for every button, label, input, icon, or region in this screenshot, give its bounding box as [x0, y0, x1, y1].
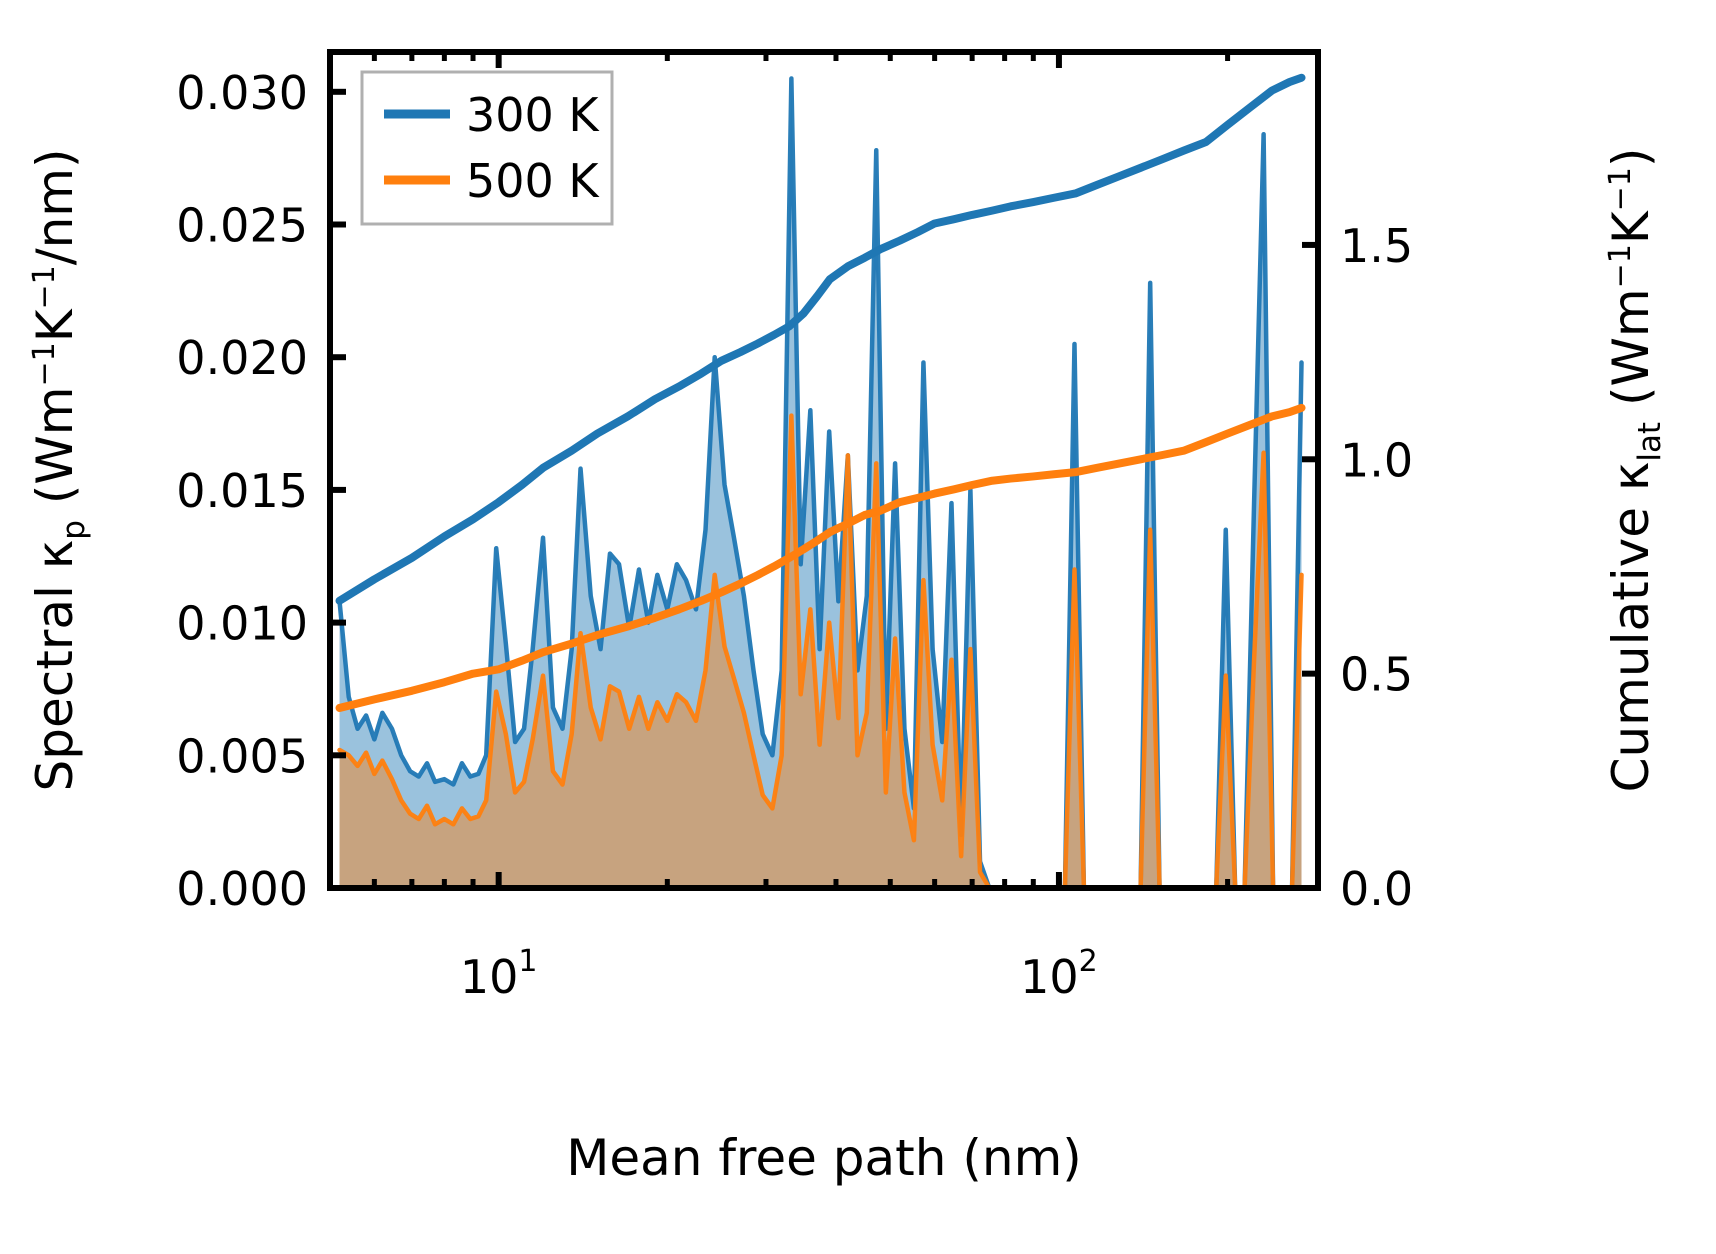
svg-text:Spectral κp (Wm−1K−1/nm): Spectral κp (Wm−1K−1/nm) [26, 148, 92, 791]
xtick-exp-0: 1 [518, 944, 537, 979]
y-axis-right-label: Cumulative κlat (Wm−1K−1) [1602, 148, 1668, 793]
cumulative-line-group [335, 73, 1306, 712]
ytick-right-label-0: 0.0 [1340, 862, 1413, 916]
right-label-unit-close: ) [1602, 148, 1660, 168]
ytick-right-label-2: 1.0 [1340, 433, 1413, 487]
legend-label-0: 300 K [466, 88, 600, 142]
plot-area [335, 73, 1306, 891]
ytick-left-label-5: 0.025 [176, 199, 308, 253]
x-axis-label: Mean free path (nm) [566, 1129, 1082, 1187]
cumulative-line-2 [335, 73, 1306, 605]
ytick-right-label-1: 0.5 [1340, 648, 1413, 702]
axis-tick-labels: 0.000 0.005 0.010 0.015 0.020 0.025 0.030 0.0 0.… [176, 66, 1413, 1004]
plot-border [327, 49, 1321, 891]
axes-frame [327, 49, 1321, 891]
left-label-exp1: −1 [27, 342, 62, 386]
left-label-unit-close: /nm) [26, 148, 84, 265]
legend-frame [360, 70, 614, 226]
right-label-exp2: −1 [1603, 167, 1638, 211]
ytick-left-label-6: 0.030 [176, 66, 308, 120]
left-label-prefix: Spectral κ [26, 540, 84, 792]
right-label-exp1: −1 [1603, 244, 1638, 288]
xtick-label-0: 101 [460, 944, 538, 1004]
left-label-mid: K [26, 308, 84, 342]
ytick-left-label-4: 0.020 [176, 331, 308, 385]
y-axis-left-label: Spectral κp (Wm−1K−1/nm) [26, 148, 92, 791]
area-fill-1 [339, 415, 1302, 888]
right-label-subscript: lat [1632, 422, 1668, 462]
legend-label-1: 500 K [466, 154, 600, 208]
ytick-left-label-0: 0.000 [176, 862, 308, 916]
cumulative-line-3 [335, 403, 1306, 712]
xtick-base-1: 10 [1020, 950, 1079, 1004]
ytick-right-label-3: 1.5 [1340, 219, 1413, 273]
left-label-unit-open: (Wm [26, 386, 84, 520]
right-label-unit-open: (Wm [1602, 288, 1660, 422]
ytick-left-label-2: 0.010 [176, 597, 308, 651]
ytick-left-label-1: 0.005 [176, 729, 308, 783]
xtick-exp-1: 2 [1079, 944, 1098, 979]
svg-text:Cumulative κlat (Wm−1K−1): Cumulative κlat (Wm−1K−1) [1602, 148, 1668, 793]
ytick-left-label-3: 0.015 [176, 464, 308, 518]
axis-ticks [330, 52, 1318, 891]
xtick-base-0: 10 [460, 950, 519, 1004]
left-label-subscript: p [56, 520, 92, 540]
legend-box[interactable]: 300 K 500 K [360, 70, 614, 226]
area-fill-0 [339, 78, 1302, 889]
spectral-fill-group [339, 78, 1302, 889]
right-label-mid: K [1602, 210, 1660, 244]
right-label-prefix: Cumulative κ [1602, 462, 1660, 793]
xtick-label-1: 102 [1020, 944, 1098, 1004]
left-label-exp2: −1 [27, 265, 62, 309]
